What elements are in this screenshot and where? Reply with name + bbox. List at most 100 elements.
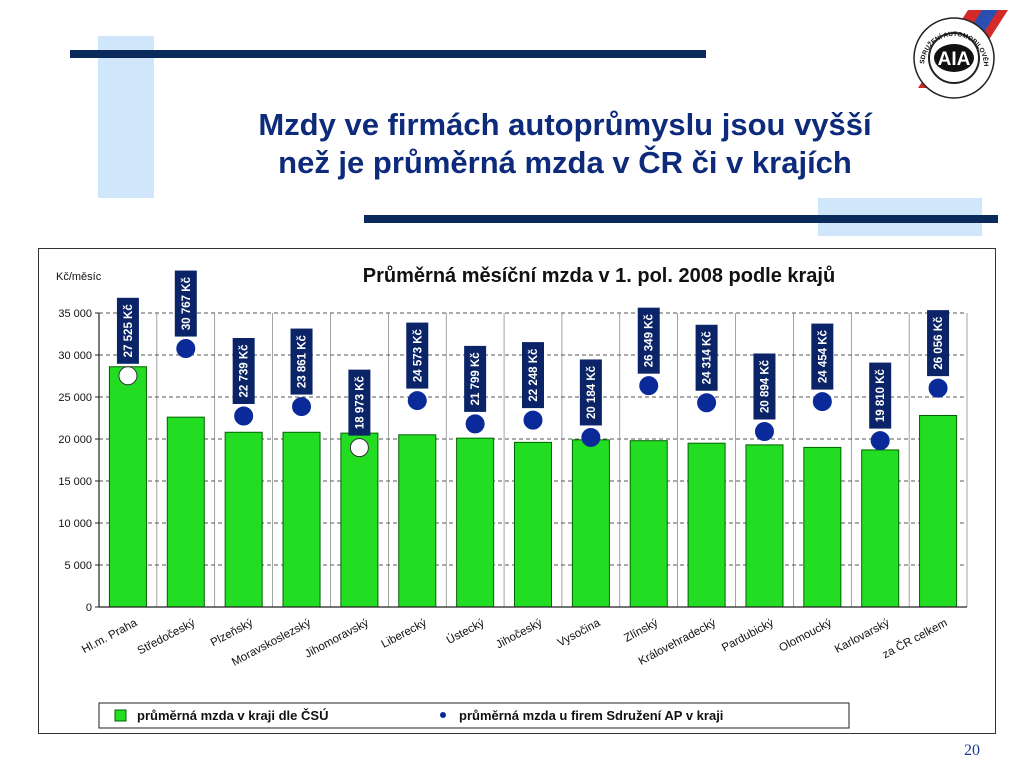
value-label: 27 525 Kč [123, 304, 135, 358]
value-label: 20 894 Kč [759, 359, 771, 413]
value-label-box [579, 359, 602, 426]
value-label-box [637, 307, 660, 374]
data-point [523, 410, 543, 430]
x-tick-label: Hl.m. Praha [80, 617, 140, 656]
y-axis-label: Kč/měsíc [56, 271, 102, 283]
legend-bar-swatch [114, 709, 127, 722]
value-label: 24 454 Kč [817, 329, 829, 383]
legend-label-bars: průměrná mzda v kraji dle ČSÚ [137, 708, 328, 723]
data-point [118, 366, 138, 386]
data-point [928, 378, 948, 398]
legend-label-dots: průměrná mzda u firem Sdružení AP v kraj… [459, 708, 723, 723]
chart-frame: 27 525 Kč 30 767 Kč 22 739 Kč 23 861 Kč 18 9… [38, 248, 996, 734]
data-point [234, 406, 254, 426]
slide-title-line-1: Mzdy ve firmách autoprůmyslu jsou vyšší [258, 107, 872, 142]
value-label-box [290, 328, 313, 395]
x-tick-label: Středočeský [136, 617, 198, 657]
data-point [407, 391, 427, 411]
value-label: 21 799 Kč [470, 352, 482, 406]
x-tick-label: Liberecký [380, 617, 429, 651]
bar [629, 440, 668, 608]
data-point [349, 438, 369, 458]
bar [803, 446, 842, 608]
data-point [465, 414, 485, 434]
data-point [697, 393, 717, 413]
bar [398, 434, 437, 608]
data-point [292, 397, 312, 417]
salary-chart: 27 525 Kč 30 767 Kč 22 739 Kč 23 861 Kč 18 9… [56, 265, 968, 729]
value-label: 22 248 Kč [528, 348, 540, 402]
bars-layer [108, 366, 958, 608]
value-label: 19 810 Kč [875, 368, 887, 422]
logo-text: AIA [938, 49, 971, 70]
deco-dark-line-top [70, 50, 706, 58]
y-tick-label: 20 000 [58, 434, 92, 446]
bar [166, 416, 205, 608]
value-label: 30 767 Kč [181, 276, 193, 330]
deco-light-block-left [98, 36, 154, 198]
bar [919, 414, 958, 608]
chart-legend: průměrná mzda v kraji dle ČSÚ průměrná m… [98, 702, 850, 729]
deco-dark-line-bottom [364, 215, 998, 223]
x-tick-label: Jihočeský [494, 617, 544, 651]
x-tick-label: Vysočina [556, 617, 603, 650]
value-label-box [464, 345, 487, 412]
bar [513, 441, 553, 608]
y-tick-label: 15 000 [58, 476, 92, 488]
chart-title: Průměrná měsíční mzda v 1. pol. 2008 pod… [363, 265, 835, 287]
aia-logo: AIA SDRUŽENÍ AUTOMOBILOVÉHO PRŮMYSLU [898, 8, 1008, 99]
y-tick-label: 10 000 [58, 518, 92, 530]
x-tick-label: Zlínský [622, 617, 660, 645]
value-label: 18 973 Kč [354, 375, 366, 429]
data-point [581, 427, 601, 447]
dots-layer [118, 339, 948, 458]
value-label: 24 314 Kč [702, 331, 714, 385]
bar [108, 366, 147, 608]
bar [571, 439, 610, 608]
value-label-box [869, 362, 892, 429]
value-label-box [232, 337, 255, 404]
x-tick-label: Jihomoravský [303, 617, 371, 661]
y-tick-label: 0 [86, 602, 92, 614]
value-label: 26 056 Kč [933, 316, 945, 370]
data-point [754, 421, 774, 441]
value-label-box [116, 297, 139, 364]
data-point [639, 376, 659, 396]
bar [456, 437, 495, 608]
x-tick-label: Plzeňský [209, 617, 255, 649]
value-label-box [811, 323, 834, 390]
value-label: 24 573 Kč [412, 328, 424, 382]
y-tick-label: 35 000 [58, 308, 92, 320]
bar [282, 431, 321, 608]
y-tick-label: 30 000 [58, 350, 92, 362]
y-tick-label: 25 000 [58, 392, 92, 404]
x-tick-label: Ústecký [444, 616, 486, 647]
value-label-box [753, 353, 776, 420]
slide-title: Mzdy ve firmách autoprůmyslu jsou vyšší … [160, 106, 970, 182]
page-number: 20 [964, 742, 980, 759]
legend-dot-swatch [440, 712, 446, 718]
bar [861, 449, 900, 608]
data-point [812, 392, 832, 412]
data-point [870, 431, 890, 451]
legend-box [98, 702, 850, 729]
value-label-box [406, 322, 429, 389]
value-label-box [348, 369, 371, 436]
bar [340, 432, 379, 608]
x-tick-label: Olomoucký [777, 617, 834, 655]
data-point [176, 339, 196, 359]
value-label-box [174, 270, 197, 337]
value-label-box [522, 342, 544, 409]
bar [745, 444, 784, 608]
slide-title-line-2: než je průměrná mzda v ČR či v krajích [278, 145, 852, 180]
x-tick-label: za ČR celkem [880, 616, 949, 661]
value-label: 23 861 Kč [297, 334, 309, 388]
value-label: 26 349 Kč [644, 314, 656, 368]
value-label-box [927, 310, 950, 377]
x-tick-label: Pardubický [720, 617, 776, 654]
value-label: 22 739 Kč [239, 344, 251, 398]
value-label: 20 184 Kč [586, 365, 598, 419]
bar [224, 431, 263, 608]
bar [687, 442, 726, 608]
value-labels-layer: 27 525 Kč 30 767 Kč 22 739 Kč 23 861 Kč 18 9… [116, 270, 950, 436]
